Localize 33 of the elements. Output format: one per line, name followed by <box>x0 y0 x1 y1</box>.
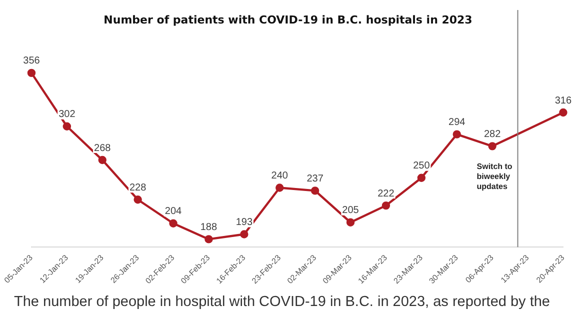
data-label: 222 <box>378 188 395 200</box>
point <box>310 186 320 195</box>
point <box>169 219 178 228</box>
point <box>204 235 213 244</box>
point <box>488 142 496 150</box>
point <box>62 122 72 130</box>
point <box>134 196 142 204</box>
data-label: 294 <box>448 117 466 128</box>
chart-title: Number of patients with COVID-19 in B.C. hospitals in 2023 <box>104 13 472 26</box>
data-label: 228 <box>129 182 147 194</box>
point <box>559 108 568 117</box>
data-label: 268 <box>94 142 112 154</box>
ref-line-label: Switch to biweekly updates <box>476 162 512 192</box>
data-label: 204 <box>164 206 182 218</box>
point <box>382 201 390 210</box>
data-label: 250 <box>413 160 430 172</box>
data-label: 316 <box>554 95 572 106</box>
point <box>240 230 248 238</box>
data-label: 237 <box>306 173 324 184</box>
data-label: 205 <box>342 205 360 216</box>
data-label: 282 <box>484 128 502 140</box>
point <box>346 218 355 226</box>
data-label: 240 <box>271 170 288 182</box>
point <box>417 174 426 182</box>
point <box>276 184 284 192</box>
point <box>452 130 461 138</box>
point <box>27 68 36 78</box>
data-label: 188 <box>200 222 218 233</box>
data-label: 302 <box>58 109 76 120</box>
data-label: 193 <box>236 217 253 228</box>
data-label: 356 <box>23 56 40 67</box>
text: The number of people in hospital with COVID-19 in B.C. in 2023, as reported by the <box>14 294 551 310</box>
point <box>98 156 106 164</box>
